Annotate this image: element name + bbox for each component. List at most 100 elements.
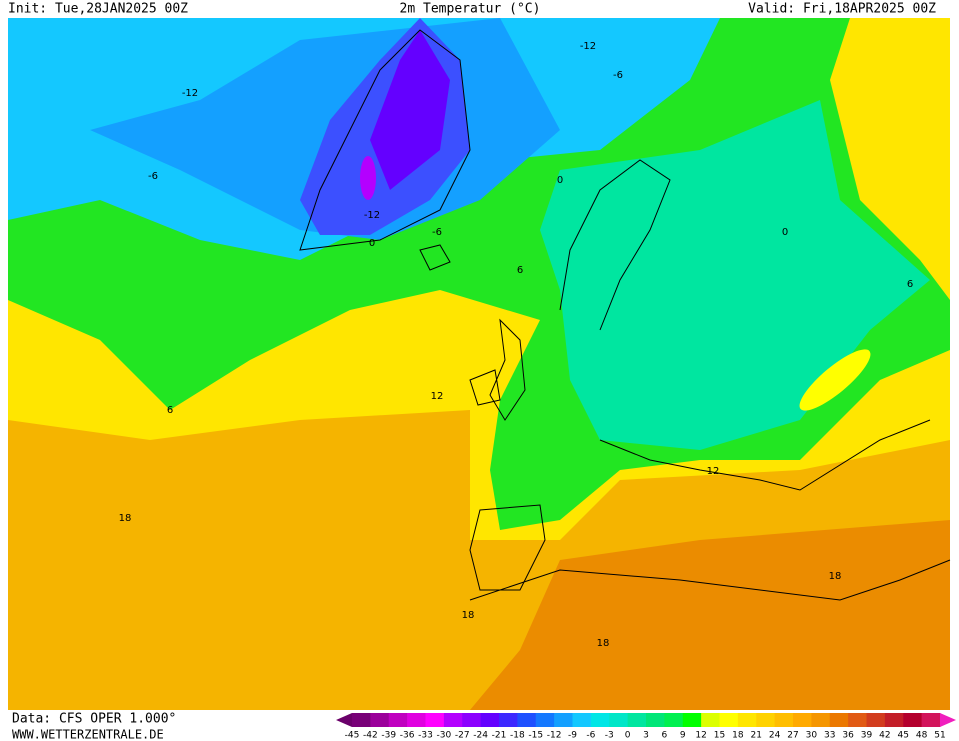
- contour-label: 6: [907, 279, 913, 290]
- colorbar-tick-label: -21: [492, 731, 507, 741]
- colorbar-tick-label: 27: [787, 731, 798, 741]
- contour-label: 12: [707, 466, 720, 477]
- color-swatch: [737, 713, 757, 727]
- colorbar-tick-label: 33: [824, 731, 835, 741]
- colorbar-tick-label: -45: [345, 731, 360, 741]
- colorbar-tick-label: 51: [934, 731, 945, 741]
- color-swatch: [388, 713, 408, 727]
- colorbar-tick-label: 12: [695, 731, 706, 741]
- colorbar-tick-label: -36: [400, 731, 415, 741]
- contour-label: 0: [782, 227, 788, 238]
- colorbar-tick-label: 45: [898, 731, 909, 741]
- warm-blob: [799, 349, 871, 411]
- africa-hot: [470, 520, 950, 710]
- colorbar: -45 -42 -39 -36 -33 -30 -27 -24 -21 -18 -15 -12 -9 -6…: [336, 713, 956, 741]
- colorbar-tick-label: 0: [625, 731, 631, 741]
- data-source: Data: CFS OPER 1.000°: [12, 712, 176, 727]
- colorbar-tick-label: -42: [363, 731, 378, 741]
- colorbar-tick-label: -18: [510, 731, 525, 741]
- colorbar-tick-label: -3: [605, 731, 614, 741]
- color-swatch: [756, 713, 776, 727]
- colorbar-tick-label: 6: [662, 731, 668, 741]
- color-swatch: [443, 713, 463, 727]
- color-swatch: [499, 713, 518, 727]
- teal-zone: [540, 100, 930, 450]
- iberia-coast: [469, 504, 546, 591]
- color-swatch: [590, 713, 610, 727]
- purple-zone: [370, 30, 450, 190]
- color-swatch: [609, 713, 629, 727]
- colorbar-tick-label: -24: [473, 731, 488, 741]
- color-swatch: [848, 713, 867, 727]
- map: [8, 18, 951, 710]
- africa-coast: [469, 559, 951, 601]
- europe-south-coast: [599, 419, 931, 491]
- color-swatch: [425, 713, 445, 727]
- contour-label: 18: [119, 513, 132, 524]
- colorbar-tick-label: -30: [437, 731, 452, 741]
- contour-label: 12: [431, 391, 444, 402]
- contour-label: -12: [182, 88, 198, 99]
- colorbar-tick-label: -15: [528, 731, 543, 741]
- color-swatch: [921, 713, 941, 727]
- color-swatch: [370, 713, 390, 727]
- color-swatch: [664, 713, 684, 727]
- colorbar-tick-label: -9: [568, 731, 577, 741]
- contour-label: -6: [148, 171, 158, 182]
- colorbar-tick-label: 9: [680, 731, 686, 741]
- valid-time: Valid: Fri,18APR2025 00Z: [748, 2, 936, 17]
- colorbar-tick-label: -12: [547, 731, 562, 741]
- color-swatch: [682, 713, 702, 727]
- contour-label: -12: [580, 41, 596, 52]
- colorbar-tick-label: -33: [418, 731, 433, 741]
- colorbar-tick-label: -6: [586, 731, 595, 741]
- contour-label: 18: [597, 638, 610, 649]
- colorbar-tick-label: 30: [806, 731, 818, 741]
- contour-labels: -12 -6 -12 -6 0 -12 0 -6 6 0 6 6 12 12 18 18 18 18: [119, 41, 914, 649]
- colorbar-tick-label: 18: [732, 731, 744, 741]
- scandinavia-coast: [559, 159, 671, 331]
- color-swatch: [646, 713, 665, 727]
- init-time: Init: Tue,28JAN2025 00Z: [8, 2, 188, 17]
- color-swatch: [719, 713, 739, 727]
- contour-label: -6: [613, 70, 623, 81]
- colorbar-tick-label: 3: [643, 731, 649, 741]
- iceland-coast: [419, 244, 451, 271]
- contour-label: 18: [462, 610, 475, 621]
- color-swatch: [829, 713, 849, 727]
- color-swatch: [407, 713, 426, 727]
- contour-label: 6: [167, 405, 173, 416]
- colorbar-tick-label: 15: [714, 731, 725, 741]
- color-swatch: [554, 713, 573, 727]
- colorbar-arrow-high: [940, 713, 956, 727]
- color-swatch: [535, 713, 555, 727]
- contour-label: 6: [517, 265, 523, 276]
- colorbar-tick-label: -27: [455, 731, 470, 741]
- color-swatch: [793, 713, 812, 727]
- contour-label: 0: [369, 238, 375, 249]
- color-swatch: [774, 713, 794, 727]
- color-swatch: [866, 713, 886, 727]
- colorbar-tick-label: 39: [861, 731, 873, 741]
- coldest-spot: [360, 156, 376, 200]
- colorbar-tick-label: 36: [842, 731, 854, 741]
- contour-label: 18: [829, 571, 842, 582]
- color-swatch: [811, 713, 831, 727]
- color-swatch: [462, 713, 482, 727]
- british-isles-coast: [469, 318, 526, 421]
- colorbar-tick-label: -39: [381, 731, 396, 741]
- color-swatch: [480, 713, 500, 727]
- contour-label: -6: [432, 227, 442, 238]
- colorbar-tick-label: 42: [879, 731, 890, 741]
- contour-label: 0: [557, 175, 563, 186]
- colorbar-tick-label: 48: [916, 731, 928, 741]
- color-swatch: [627, 713, 647, 727]
- greenland-coast: [299, 29, 471, 251]
- color-swatch: [517, 713, 537, 727]
- colorbar-tick-label: 24: [769, 731, 781, 741]
- color-swatch: [903, 713, 923, 727]
- colorbar-arrow-low: [336, 713, 352, 727]
- color-swatch: [701, 713, 720, 727]
- website: WWW.WETTERZENTRALE.DE: [12, 728, 164, 741]
